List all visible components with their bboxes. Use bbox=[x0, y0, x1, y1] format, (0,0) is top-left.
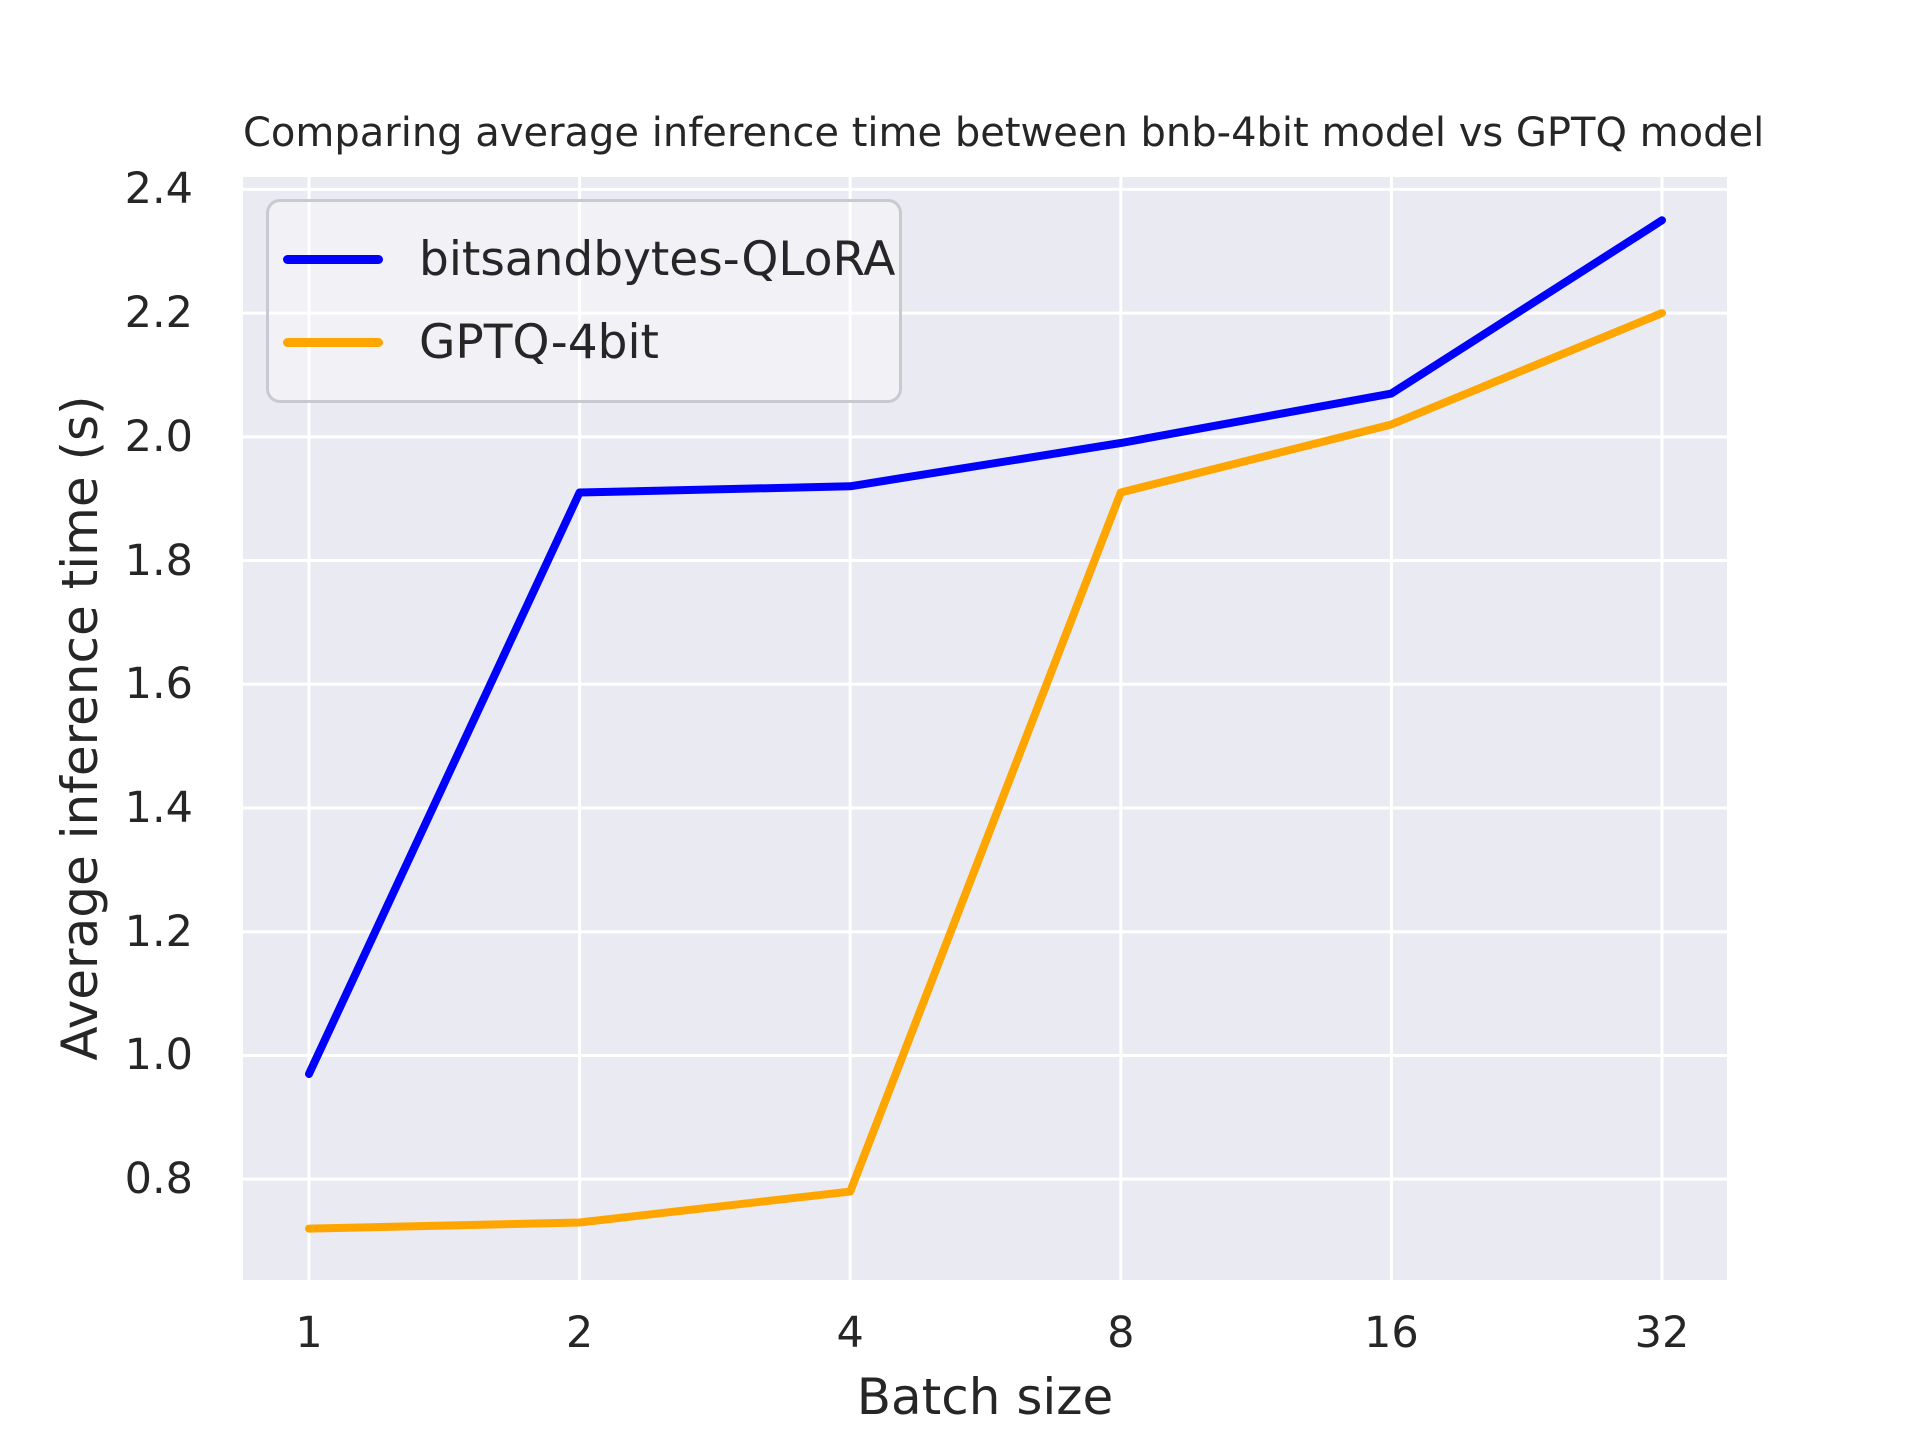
legend: bitsandbytes-QLoRA GPTQ-4bit bbox=[266, 199, 902, 403]
y-axis-label: Average inference time (s) bbox=[51, 395, 109, 1061]
plot-area bbox=[243, 177, 1727, 1280]
legend-swatch-line-icon bbox=[283, 338, 383, 348]
legend-row: GPTQ-4bit bbox=[283, 317, 899, 369]
x-tick-label: 32 bbox=[1634, 1308, 1690, 1358]
legend-row: bitsandbytes-QLoRA bbox=[283, 231, 899, 287]
x-tick-label: 1 bbox=[295, 1308, 323, 1358]
y-tick-label: 1.4 bbox=[124, 782, 193, 833]
series-line-bitsandbytes-QLoRA bbox=[305, 216, 1666, 1078]
x-axis-label: Batch size bbox=[856, 1368, 1114, 1426]
x-tick-label: 2 bbox=[565, 1308, 594, 1358]
x-tick-label: 8 bbox=[1107, 1308, 1135, 1358]
plot-canvas bbox=[243, 177, 1727, 1280]
y-tick-label: 2.0 bbox=[124, 411, 193, 462]
chart-title: Comparing average inference time between… bbox=[243, 110, 1765, 156]
y-tick-label: 1.8 bbox=[124, 535, 193, 586]
legend-label: bitsandbytes-QLoRA bbox=[419, 231, 896, 287]
x-tick-label: 4 bbox=[836, 1308, 864, 1358]
y-tick-label: 1.2 bbox=[124, 906, 193, 957]
y-tick-label: 2.4 bbox=[124, 164, 193, 215]
y-tick-label: 1.6 bbox=[124, 659, 193, 710]
y-tick-label: 1.0 bbox=[124, 1030, 193, 1081]
y-tick-label: 2.2 bbox=[124, 288, 193, 339]
legend-swatch-line-icon bbox=[283, 254, 383, 264]
y-tick-label: 0.8 bbox=[124, 1154, 193, 1205]
x-tick-label: 16 bbox=[1364, 1308, 1419, 1358]
legend-label: GPTQ-4bit bbox=[419, 314, 659, 370]
series-line-GPTQ-4bit bbox=[305, 309, 1666, 1233]
